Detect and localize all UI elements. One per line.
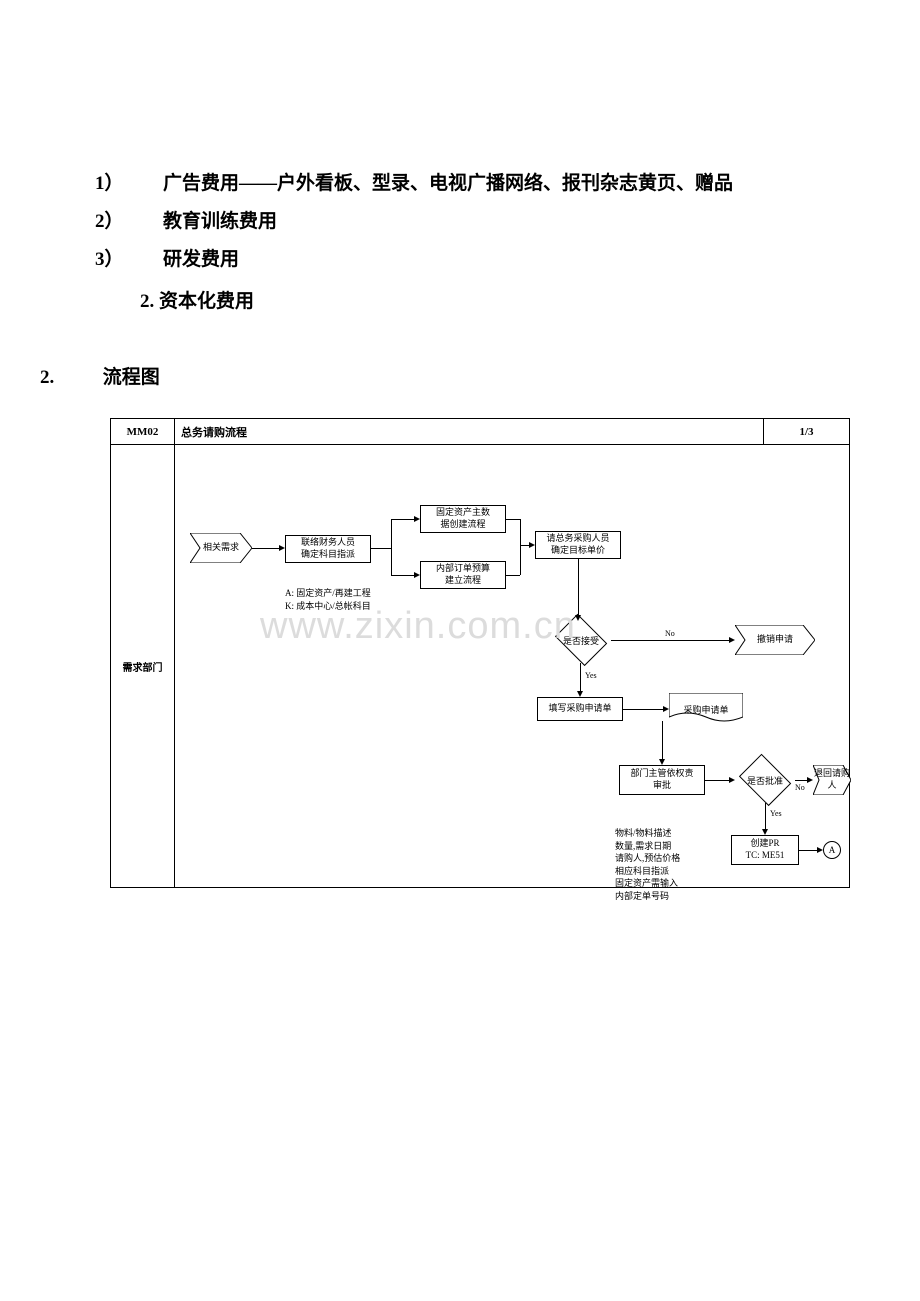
chart-title: 总务请购流程	[175, 419, 763, 444]
list-item: 1） 广告费用——户外看板、型录、电视广播网络、报刊杂志黄页、赠品	[95, 165, 733, 203]
diagram-area: 相关需求 联络财务人员确定科目指派 固定资产主数据创建流程 内部订单预算建立流程…	[175, 445, 849, 888]
list-item: 2） 教育训练费用	[95, 203, 733, 241]
arrow-icon	[529, 542, 535, 548]
assignment-note: A: 固定资产/再建工程K: 成本中心/总帐科目	[285, 587, 371, 612]
internal-order-node: 内部订单预算建立流程	[420, 561, 506, 589]
pr-document-node: 采购申请单	[669, 693, 743, 725]
edge-label-no: No	[795, 783, 805, 792]
arrow-icon	[659, 759, 665, 765]
create-pr-node: 创建PRTC: ME51	[731, 835, 799, 865]
approved-decision-node: 是否批准	[735, 757, 795, 803]
edge	[520, 545, 529, 546]
node-label: 退回请购人	[814, 768, 850, 791]
section-title: 流程图	[103, 367, 160, 388]
section-heading: 2. 流程图	[40, 362, 160, 389]
edge	[506, 519, 520, 520]
edge-label-yes: Yes	[770, 809, 782, 818]
arrow-icon	[577, 691, 583, 697]
edge	[371, 548, 391, 549]
connector-node: A	[823, 841, 841, 859]
list-text: 教育训练费用	[163, 203, 277, 241]
edge	[520, 519, 521, 575]
flowchart-container: MM02 总务请购流程 1/3 需求部门 相关需求 联络财务人员确定科目指派 固…	[110, 418, 850, 888]
chart-header: MM02 总务请购流程 1/3	[111, 419, 849, 445]
chart-body: 需求部门 相关需求 联络财务人员确定科目指派 固定资产主数据创建流程 内部订单预…	[111, 445, 849, 888]
node-label: 是否接受	[563, 634, 599, 647]
node-label: A	[829, 845, 836, 855]
node-label: 撤销申请	[757, 634, 793, 646]
edge	[252, 548, 279, 549]
arrow-icon	[414, 516, 420, 522]
edge	[799, 850, 817, 851]
node-label: 内部订单预算建立流程	[436, 563, 490, 586]
edge	[623, 709, 663, 710]
fixed-asset-node: 固定资产主数据创建流程	[420, 505, 506, 533]
sub-number: 2.	[140, 291, 154, 312]
edge	[391, 575, 414, 576]
edge	[578, 559, 579, 617]
section-number: 2.	[40, 367, 98, 389]
fill-form-node: 填写采购申请单	[537, 697, 623, 721]
return-node: 退回请购人	[813, 765, 851, 795]
arrow-icon	[807, 777, 813, 783]
list-text: 研发费用	[163, 241, 239, 279]
list-number: 1）	[95, 165, 163, 203]
arrow-icon	[279, 545, 285, 551]
edge-label-yes: Yes	[585, 671, 597, 680]
swimlane-label: 需求部门	[111, 445, 175, 888]
edge	[705, 780, 729, 781]
chart-page: 1/3	[763, 419, 849, 444]
node-label: 请总务采购人员确定目标单价	[546, 533, 609, 556]
list-number: 3）	[95, 241, 163, 279]
edge	[611, 640, 729, 641]
list-text: 广告费用——户外看板、型录、电视广播网络、报刊杂志黄页、赠品	[163, 165, 733, 203]
arrow-icon	[729, 777, 735, 783]
node-label: 相关需求	[203, 542, 239, 554]
edge	[391, 519, 414, 520]
node-label: 固定资产主数据创建流程	[436, 507, 490, 530]
edge	[795, 780, 807, 781]
node-label: 是否批准	[747, 774, 783, 787]
node-label: 联络财务人员确定科目指派	[301, 537, 355, 560]
dept-approve-node: 部门主管依权责审批	[619, 765, 705, 795]
node-label: 部门主管依权责审批	[630, 768, 693, 791]
chart-code: MM02	[111, 419, 175, 444]
arrow-icon	[663, 706, 669, 712]
numbered-list: 1） 广告费用——户外看板、型录、电视广播网络、报刊杂志黄页、赠品 2） 教育训…	[95, 165, 733, 321]
node-label: 采购申请单	[683, 703, 728, 716]
arrow-icon	[762, 829, 768, 835]
confirm-price-node: 请总务采购人员确定目标单价	[535, 531, 621, 559]
node-label: 创建PRTC: ME51	[746, 838, 785, 861]
start-node: 相关需求	[190, 533, 252, 563]
edge	[506, 575, 520, 576]
edge	[765, 803, 766, 831]
material-note: 物料/物料描述数量,需求日期请购人,预估价格相应科目指派固定资产需输入内部定单号…	[615, 827, 680, 903]
arrow-icon	[817, 847, 823, 853]
sub-list-item: 2. 资本化费用	[140, 283, 733, 321]
sub-text: 资本化费用	[159, 291, 254, 312]
cancel-node: 撤销申请	[735, 625, 815, 655]
node-label: 填写采购申请单	[548, 703, 611, 715]
arrow-icon	[414, 572, 420, 578]
list-number: 2）	[95, 203, 163, 241]
edge-label-no: No	[665, 629, 675, 638]
arrow-icon	[575, 615, 581, 621]
contact-finance-node: 联络财务人员确定科目指派	[285, 535, 371, 563]
list-item: 3） 研发费用	[95, 241, 733, 279]
edge	[580, 663, 581, 693]
arrow-icon	[729, 637, 735, 643]
edge	[662, 721, 663, 761]
accept-decision-node: 是否接受	[551, 617, 611, 663]
edge	[391, 519, 392, 575]
